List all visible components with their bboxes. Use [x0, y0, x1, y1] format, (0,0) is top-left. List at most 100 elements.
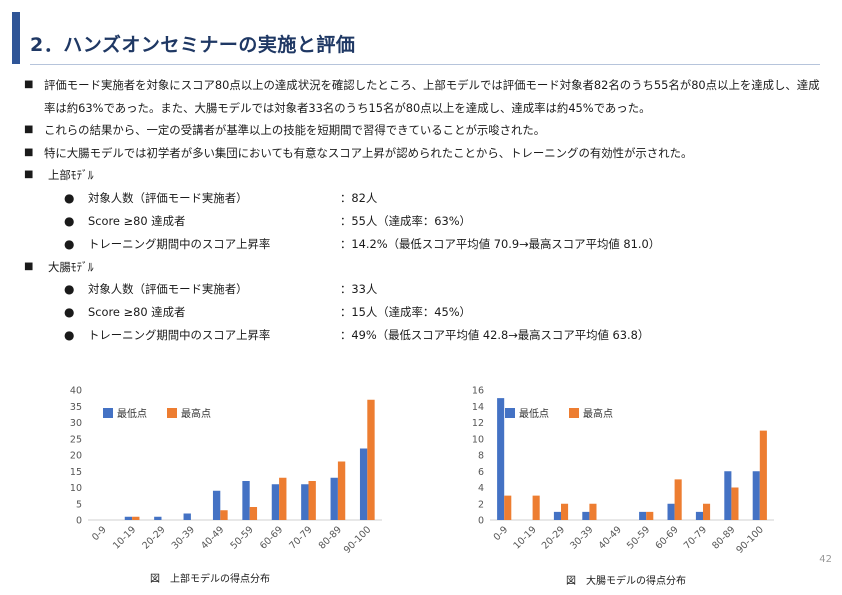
square-bullet-icon: ■	[24, 260, 34, 272]
y-tick-label: 40	[70, 386, 82, 397]
paragraph-text: これらの結果から、一定の受講者が基準以上の技能を短期間で習得できていることが示唆…	[44, 123, 546, 137]
bar	[249, 507, 258, 520]
bar	[582, 511, 590, 520]
bar	[724, 471, 732, 520]
y-tick-label: 6	[478, 467, 484, 478]
chart-caption: 図 上部モデルの得点分布	[150, 574, 270, 585]
section-heading: ■ 大腸ﾓﾃﾞﾙ	[24, 256, 824, 279]
x-tick-label: 30-39	[170, 524, 197, 551]
bar	[367, 399, 375, 520]
bullet-paragraph: ■ 特に大腸モデルでは初学者が多い集団においても有意なスコア上昇が認められたことか…	[24, 142, 824, 165]
dot-bullet-icon: ●	[64, 328, 75, 342]
x-tick-label: 10-19	[111, 524, 138, 551]
list-item: ● Score ≥80 達成者 ：55人（達成率：63%）	[24, 210, 824, 233]
x-tick-label: 0-9	[90, 524, 109, 543]
item-label: Score ≥80 達成者	[88, 213, 186, 228]
bar	[639, 511, 647, 520]
bar	[561, 503, 569, 520]
x-tick-label: 80-89	[317, 524, 344, 551]
bar	[731, 487, 739, 520]
bar	[646, 511, 654, 520]
x-tick-label: 80-89	[710, 524, 737, 551]
bar	[183, 513, 191, 520]
y-tick-label: 12	[472, 418, 484, 429]
x-tick-label: 60-69	[653, 524, 680, 551]
legend-swatch	[103, 408, 113, 418]
y-tick-label: 30	[70, 418, 82, 429]
x-tick-label: 40-49	[597, 524, 624, 551]
page-number: 42	[819, 554, 832, 565]
section-heading: ■ 上部ﾓﾃﾞﾙ	[24, 164, 824, 187]
bar	[703, 503, 711, 520]
chart-caption: 図 大腸モデルの得点分布	[566, 576, 686, 587]
x-tick-label: 50-59	[229, 524, 256, 551]
square-bullet-icon: ■	[24, 124, 34, 135]
paragraph-text: 特に大腸モデルでは初学者が多い集団においても有意なスコア上昇が認められたことから…	[44, 145, 693, 160]
item-value: ：55人（達成率：63%）	[340, 213, 471, 228]
bar	[532, 495, 540, 520]
y-tick-label: 10	[472, 434, 484, 445]
item-value: ：33人	[340, 282, 378, 296]
bar	[308, 481, 316, 520]
list-item: ● トレーニング期間中のスコア上昇率 ：49%（最低スコア平均値 42.8→最高スコ…	[24, 324, 824, 347]
legend-label: 最低点	[519, 407, 549, 420]
bar	[154, 516, 162, 520]
page-title: 2．ハンズオンセミナーの実施と評価	[30, 34, 356, 56]
y-tick-label: 20	[70, 451, 82, 462]
y-tick-label: 15	[70, 467, 82, 478]
bar	[301, 484, 309, 520]
bar	[124, 516, 133, 520]
y-tick-label: 10	[70, 483, 82, 494]
y-tick-label: 8	[478, 451, 484, 462]
y-tick-label: 25	[70, 434, 82, 445]
list-item: ● トレーニング期間中のスコア上昇率 ：14.2%（最低スコア平均値 70.9→最高…	[24, 233, 824, 256]
y-tick-label: 4	[478, 483, 484, 494]
x-tick-label: 40-49	[199, 524, 226, 551]
dot-bullet-icon: ●	[64, 282, 75, 296]
bar	[674, 479, 682, 520]
content-body: ■ 評価モード実施者を対象にスコア80点以上の達成状況を確認したところ、上部モデル…	[24, 74, 824, 347]
list-item: ● 対象人数（評価モード実施者） ：33人	[24, 278, 824, 301]
title-accent-bar	[12, 12, 20, 64]
x-tick-label: 20-29	[540, 524, 567, 551]
item-label: トレーニング期間中のスコア上昇率	[88, 328, 271, 342]
bullet-paragraph: ■ これらの結果から、一定の受講者が基準以上の技能を短期間で習得できていることが示…	[24, 119, 824, 142]
bar	[504, 495, 512, 520]
item-value: ：49%（最低スコア平均値 42.8→最高スコア平均値 63.8）	[340, 328, 650, 342]
bar	[752, 471, 760, 520]
item-value: ：14.2%（最低スコア平均値 70.9→最高スコア平均値 81.0）	[340, 236, 661, 251]
legend-label: 最低点	[117, 407, 147, 420]
bar	[330, 477, 338, 520]
x-tick-label: 0-9	[492, 524, 511, 543]
section-heading-text: 大腸ﾓﾃﾞﾙ	[48, 259, 94, 274]
charts-area: 0 5 10 15 20 25 30 35 40 0-9 10-19 20-29 30-39 40-49 5…	[0, 380, 842, 595]
dot-bullet-icon: ●	[64, 236, 75, 251]
x-tick-label: 30-39	[568, 524, 595, 551]
dot-bullet-icon: ●	[64, 190, 75, 205]
title-divider	[30, 64, 820, 65]
bar	[759, 430, 767, 520]
x-tick-label: 60-69	[258, 524, 285, 551]
item-value: ：15人（達成率：45%）	[340, 305, 471, 319]
bar	[667, 503, 675, 520]
legend-label: 最高点	[181, 407, 211, 420]
y-tick-label: 14	[472, 402, 484, 413]
dot-bullet-icon: ●	[64, 213, 75, 228]
y-tick-label: 0	[478, 516, 484, 527]
bullet-paragraph: ■ 評価モード実施者を対象にスコア80点以上の達成状況を確認したところ、上部モデル…	[24, 74, 824, 119]
legend-swatch	[505, 408, 515, 418]
legend-swatch	[569, 408, 579, 418]
square-bullet-icon: ■	[24, 79, 34, 90]
x-tick-label: 20-29	[140, 524, 167, 551]
bar	[497, 398, 505, 520]
item-label: トレーニング期間中のスコア上昇率	[88, 236, 271, 251]
square-bullet-icon: ■	[24, 146, 34, 158]
colon-model-score-chart: 0 2 4 6 8 10 12 14 16 0-9 10-19 20-29 30-39 40-49 50-5…	[472, 386, 774, 556]
bar	[337, 461, 346, 520]
item-label: 対象人数（評価モード実施者）	[88, 190, 248, 205]
bar	[220, 510, 228, 520]
bar	[359, 448, 368, 520]
x-tick-label: 90-100	[342, 524, 374, 556]
y-tick-label: 5	[76, 499, 82, 510]
bar	[132, 516, 140, 520]
